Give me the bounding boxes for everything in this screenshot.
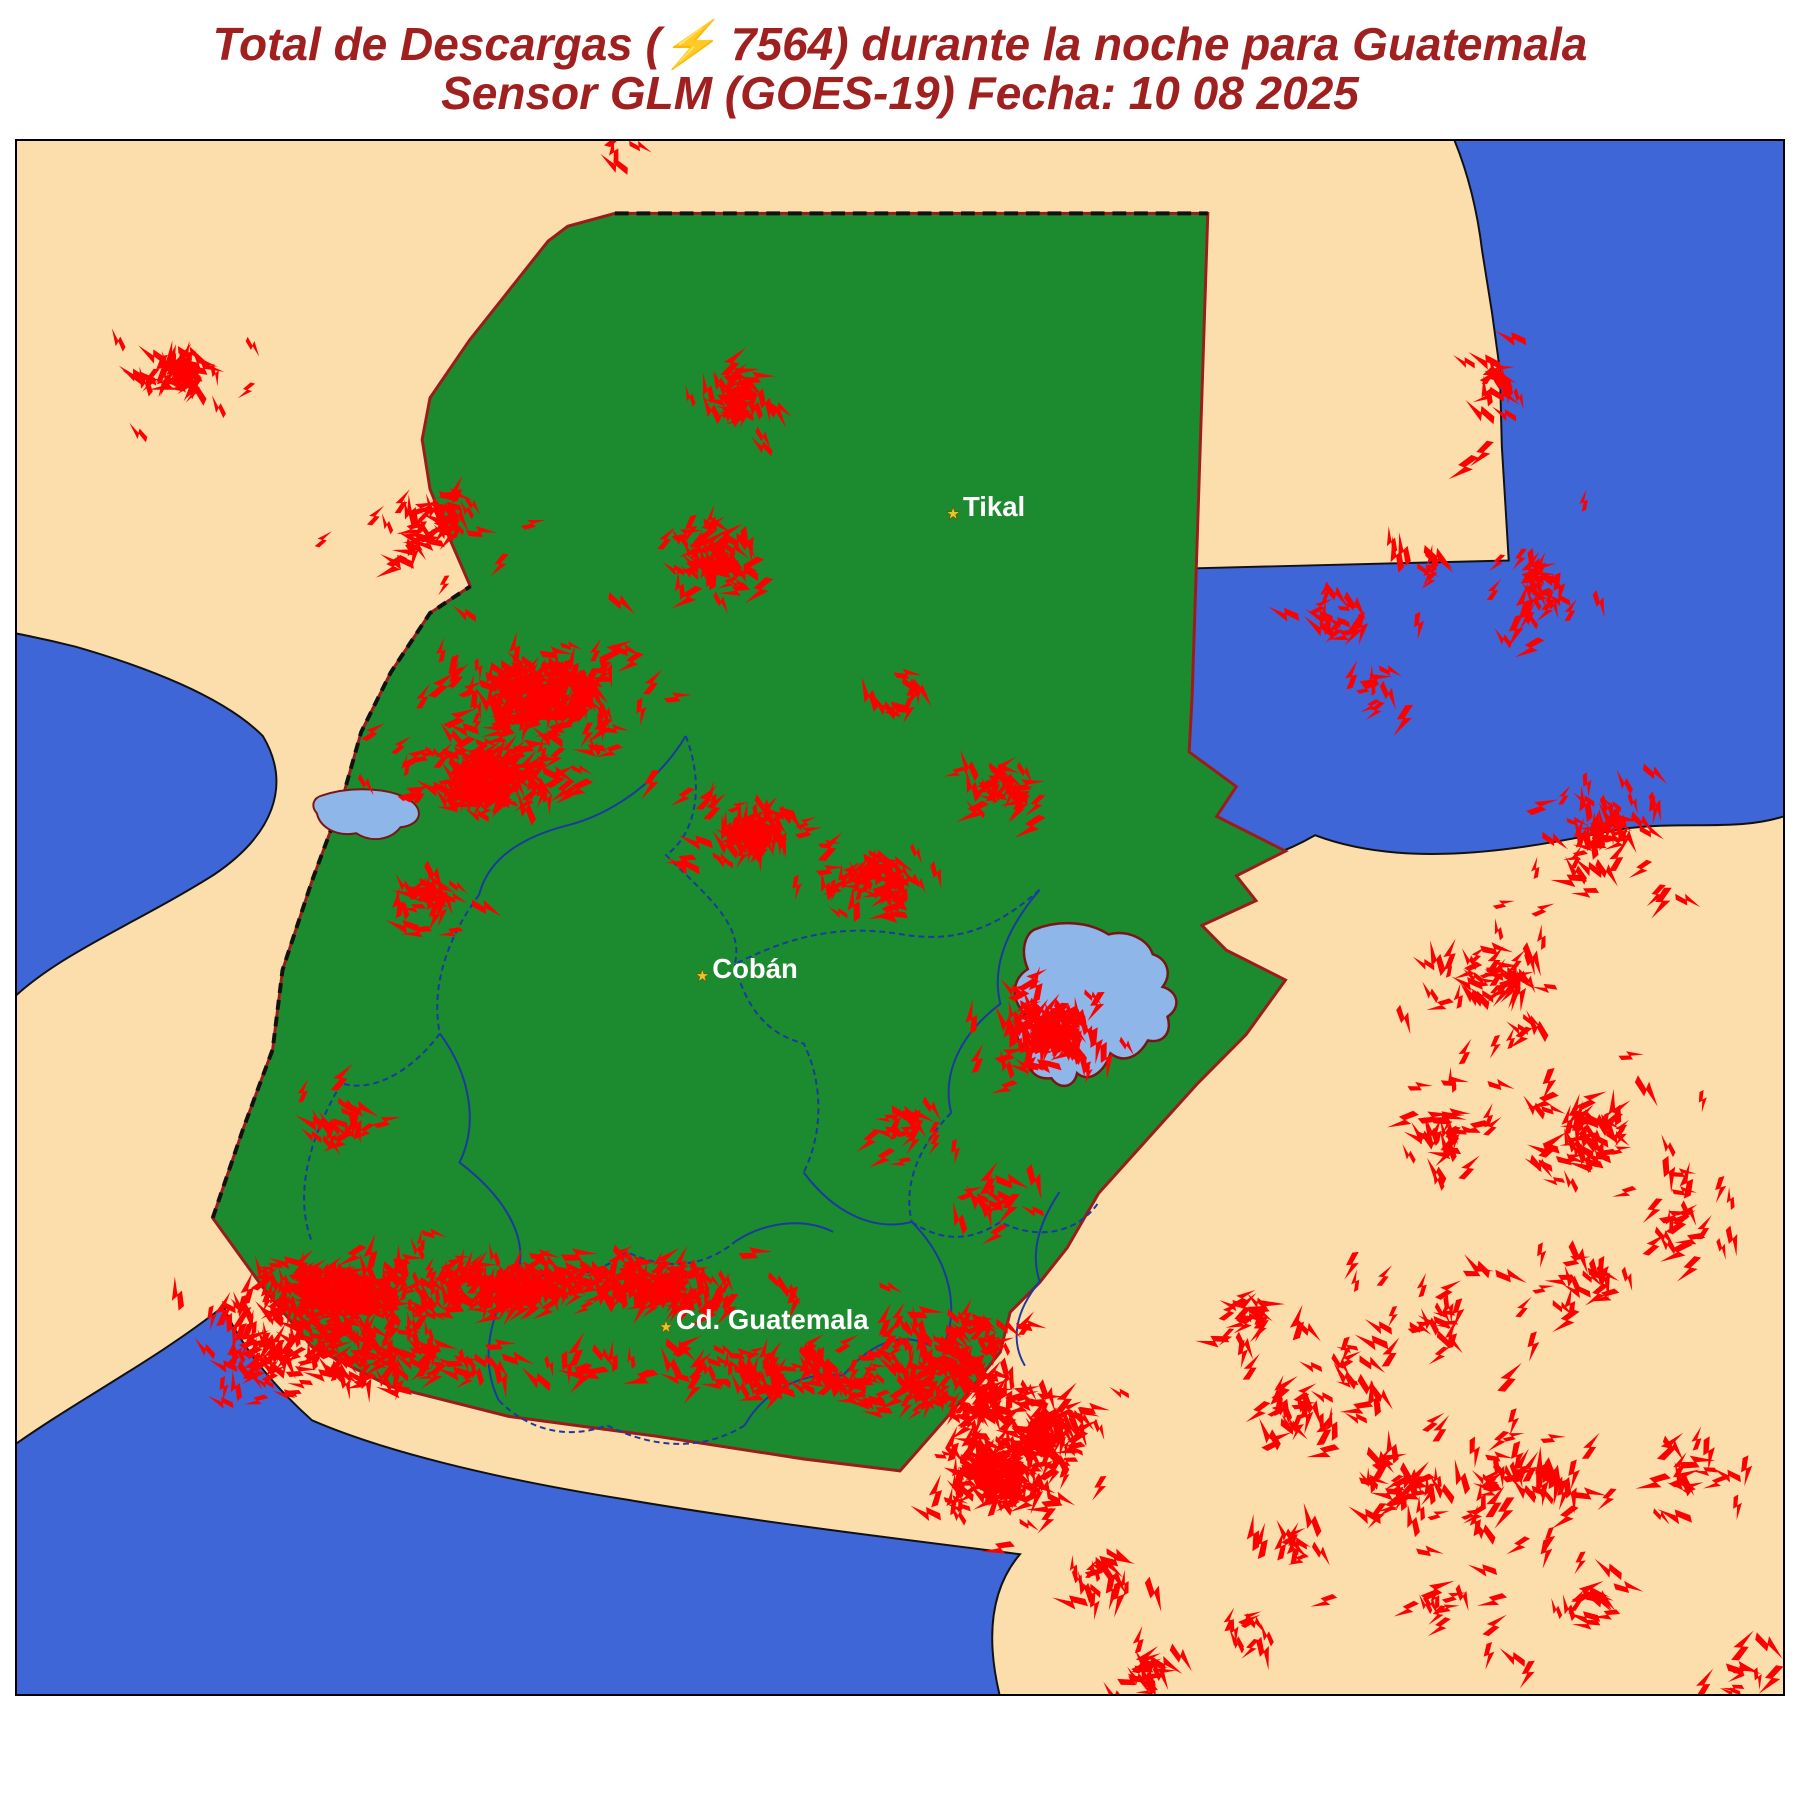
svg-text:Cd. Guatemala: Cd. Guatemala: [676, 1304, 869, 1335]
svg-text:Tikal: Tikal: [963, 491, 1025, 522]
svg-text:Cobán: Cobán: [712, 953, 798, 984]
